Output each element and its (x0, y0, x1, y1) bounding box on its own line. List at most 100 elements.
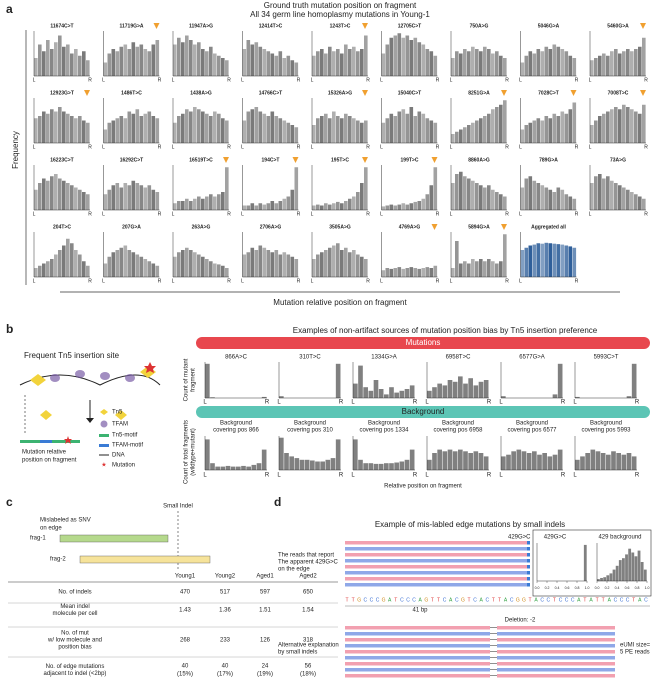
bar (254, 107, 259, 143)
bar (282, 198, 287, 210)
column-header: Aged2 (299, 574, 317, 580)
bar (66, 44, 70, 76)
bar (201, 198, 205, 210)
bar (258, 245, 263, 277)
bar (236, 466, 241, 470)
plot-title: 1438A>G (190, 90, 212, 96)
x-tick-label: L (589, 144, 592, 150)
bar (246, 40, 251, 76)
bar (336, 116, 340, 143)
x-tick-label: R (297, 144, 301, 150)
base: T (553, 597, 556, 603)
base: C (370, 597, 374, 603)
bar (475, 120, 479, 143)
bar (544, 116, 549, 143)
bar (421, 44, 426, 76)
marker (501, 224, 507, 230)
read (345, 626, 490, 630)
read (345, 674, 490, 678)
read (497, 626, 615, 630)
base: T (437, 597, 440, 603)
bar (242, 254, 247, 277)
base: T (431, 597, 434, 603)
plot-title: 16292C>T (120, 157, 144, 163)
base: T (467, 597, 470, 603)
bar (364, 120, 368, 143)
read (345, 656, 490, 660)
bar (139, 185, 144, 210)
bar (258, 111, 263, 143)
marker (84, 90, 90, 96)
bar (405, 35, 410, 76)
annotation: eUMI size= (620, 643, 651, 649)
x-tick-label: L (311, 77, 314, 83)
bar (552, 44, 557, 76)
x-tick-label: R (158, 211, 162, 217)
bar (389, 268, 394, 277)
base: A (534, 597, 538, 603)
bar (270, 201, 275, 210)
bar (421, 268, 426, 277)
base: G (461, 597, 465, 603)
panel-letter: c (6, 495, 13, 509)
bar (521, 451, 527, 470)
x-tick-label: L (519, 278, 522, 284)
bar (143, 49, 148, 76)
bar (360, 49, 364, 76)
bar (356, 51, 360, 76)
bar (251, 464, 257, 470)
bar (616, 453, 621, 470)
cell: 1.36 (219, 608, 231, 614)
bar (626, 396, 632, 398)
bar (86, 60, 90, 76)
bar (131, 42, 136, 76)
bar (262, 49, 267, 76)
x-tick-label: R (436, 278, 440, 284)
x-tick-label: L (277, 400, 281, 406)
bar (524, 247, 529, 277)
bar (442, 385, 448, 398)
bar (119, 116, 124, 143)
bar (335, 363, 341, 398)
marker (223, 157, 229, 163)
read (345, 583, 530, 587)
bar (467, 263, 471, 277)
bar (54, 174, 58, 210)
bar (614, 183, 618, 210)
bar (532, 451, 537, 470)
bar (495, 192, 499, 210)
bar (250, 203, 255, 210)
bar (66, 113, 70, 143)
bar (221, 192, 225, 210)
base: C (406, 597, 410, 603)
panel-title: Example of mis-labled edge mutations by … (375, 520, 565, 529)
bar (503, 196, 507, 210)
bar (425, 267, 430, 277)
bar (320, 205, 324, 210)
bar (378, 463, 384, 470)
plot-title: covering pos 1334 (359, 428, 409, 434)
base: C (376, 597, 380, 603)
bar (143, 259, 148, 277)
bar (242, 205, 247, 210)
bar (475, 261, 479, 277)
bar (42, 51, 46, 76)
read (497, 650, 615, 654)
base: A (480, 597, 484, 603)
bar (352, 250, 356, 277)
inset-frame (532, 529, 652, 597)
bar (373, 380, 379, 398)
plot-title: 1243T>C (330, 23, 351, 29)
bar (544, 187, 549, 210)
bar (286, 122, 291, 143)
bar (532, 180, 537, 210)
bar (628, 548, 632, 581)
bar (278, 118, 283, 143)
bar (213, 111, 217, 143)
bar (560, 189, 565, 210)
bar (452, 381, 458, 398)
base: C (443, 597, 447, 603)
read (345, 644, 490, 648)
bar (62, 111, 66, 143)
